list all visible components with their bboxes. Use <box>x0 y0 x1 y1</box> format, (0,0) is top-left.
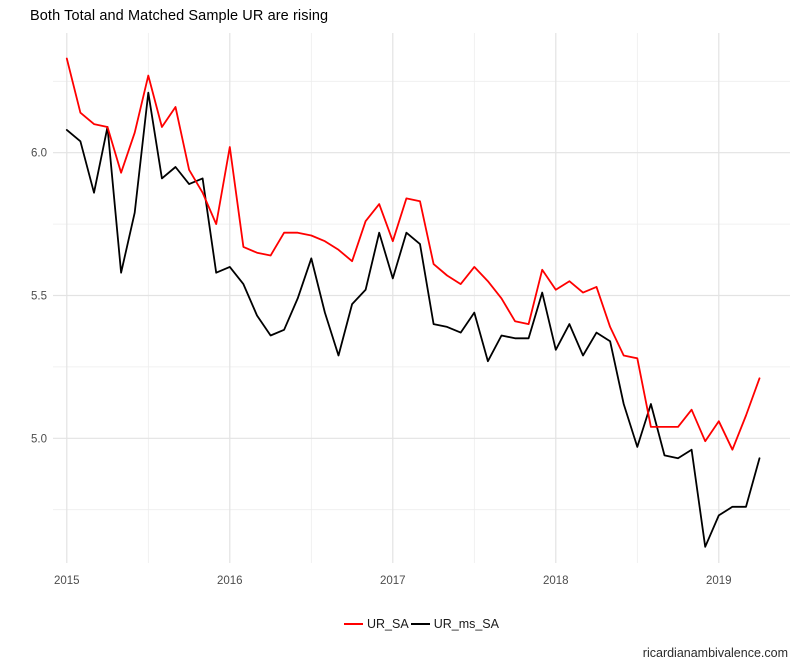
chart-title: Both Total and Matched Sample UR are ris… <box>30 8 329 24</box>
series-lines <box>65 57 761 548</box>
legend-item-ur-sa: UR_SA <box>344 617 409 631</box>
x-axis-tick-label: 2015 <box>54 575 80 587</box>
gridlines-minor <box>53 33 790 563</box>
x-axis-tick-label: 2018 <box>543 575 569 587</box>
x-axis-tick-label: 2016 <box>217 575 243 587</box>
legend-key-line-ur-sa <box>344 623 363 625</box>
x-axis-tick-label: 2017 <box>380 575 406 587</box>
series-line-ur-sa <box>65 57 761 451</box>
legend-item-ur-ms-sa: UR_ms_SA <box>410 617 499 631</box>
axis-tick-labels: 6.0 5.5 5.0 2015 2016 2017 2018 2019 <box>31 148 732 587</box>
chart-legend: UR_SA UR_ms_SA <box>53 614 790 634</box>
source-caption: ricardianambivalence.com <box>642 646 788 660</box>
y-axis-tick-label: 6.0 <box>31 148 47 160</box>
x-axis-tick-label: 2019 <box>706 575 732 587</box>
legend-label-ur-sa: UR_SA <box>367 617 409 631</box>
legend-label-ur-ms-sa: UR_ms_SA <box>433 617 499 631</box>
y-axis-tick-label: 5.0 <box>31 433 47 445</box>
legend-key-line-ur-ms-sa <box>410 623 430 625</box>
gridlines-major <box>53 33 790 563</box>
series-line-ur-ms-sa <box>65 91 761 548</box>
y-axis-tick-label: 5.5 <box>31 291 47 303</box>
